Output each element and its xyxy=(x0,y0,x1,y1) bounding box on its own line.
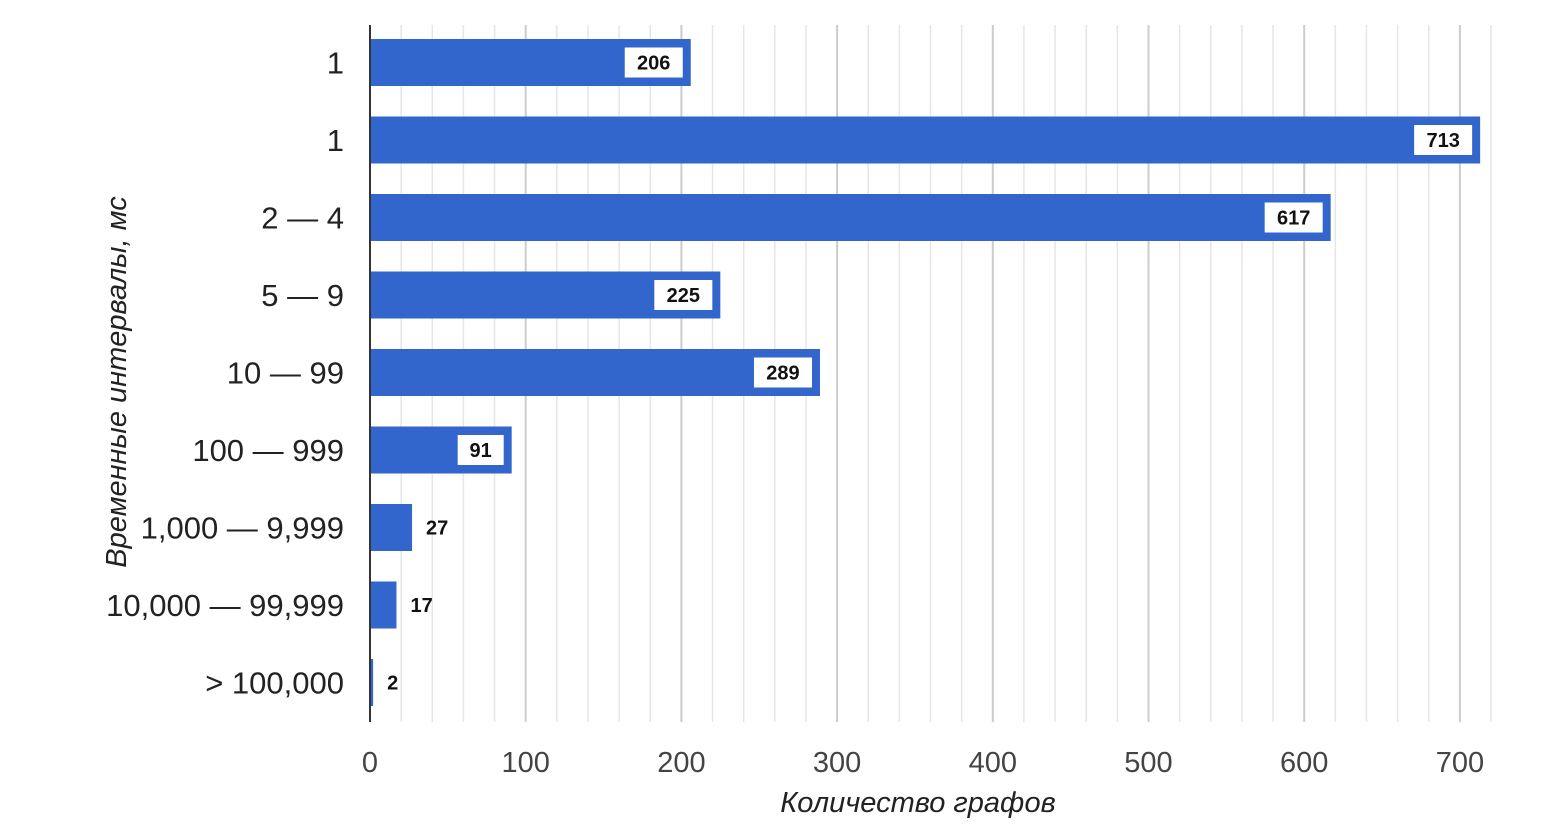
value-label-box xyxy=(654,280,713,310)
value-label: 2 xyxy=(387,673,398,695)
value-label: 289 xyxy=(766,363,799,385)
x-tick-label: 600 xyxy=(1280,747,1328,779)
bar xyxy=(370,581,397,629)
x-tick-label: 0 xyxy=(362,747,378,779)
bar-layer xyxy=(370,39,1481,706)
bar xyxy=(370,659,374,706)
category-label: 1 xyxy=(327,46,344,81)
value-label: 713 xyxy=(1426,130,1459,152)
value-label: 206 xyxy=(637,53,670,75)
category-label: 10,000 — 99,999 xyxy=(106,588,344,623)
bar xyxy=(370,349,820,396)
value-label: 17 xyxy=(410,595,432,617)
x-tick-label: 300 xyxy=(813,747,861,779)
value-label: 91 xyxy=(470,440,492,462)
bar xyxy=(370,194,1331,241)
category-label: 1,000 — 9,999 xyxy=(141,511,344,546)
category-label: 10 — 99 xyxy=(227,356,344,391)
x-tick-label: 200 xyxy=(657,747,705,779)
bar xyxy=(370,116,1481,164)
category-label: > 100,000 xyxy=(205,666,344,701)
x-tick-label: 100 xyxy=(502,747,550,779)
value-label-box xyxy=(1414,125,1473,155)
category-label: 2 — 4 xyxy=(261,201,344,236)
value-label: 617 xyxy=(1277,208,1310,230)
bar xyxy=(370,504,413,551)
x-axis-title: Количество графов xyxy=(780,787,1056,819)
value-label: 225 xyxy=(667,285,700,307)
category-layer: 1 1 2 — 4 5 — 9 10 — 99 100 — 999 1,000 — 9,99… xyxy=(106,46,344,701)
value-label-box xyxy=(457,435,504,465)
y-axis-title: Временные интервалы, мс xyxy=(101,196,133,568)
x-tick-label: 400 xyxy=(969,747,1017,779)
x-tick-label: 500 xyxy=(1124,747,1172,779)
value-label-box xyxy=(753,357,812,388)
tick-layer: 0 100 200 300 400 500 600 700 xyxy=(362,747,1484,779)
value-label-box xyxy=(1264,202,1323,233)
value-label: 27 xyxy=(426,518,448,540)
x-tick-label: 700 xyxy=(1436,747,1484,779)
category-label: 1 xyxy=(327,123,344,158)
label-layer: 206 713 617 225 289 91 27 17 2 xyxy=(387,47,1473,695)
category-label: 5 — 9 xyxy=(261,278,344,313)
category-label: 100 — 999 xyxy=(192,433,344,468)
value-label-box xyxy=(624,47,683,78)
